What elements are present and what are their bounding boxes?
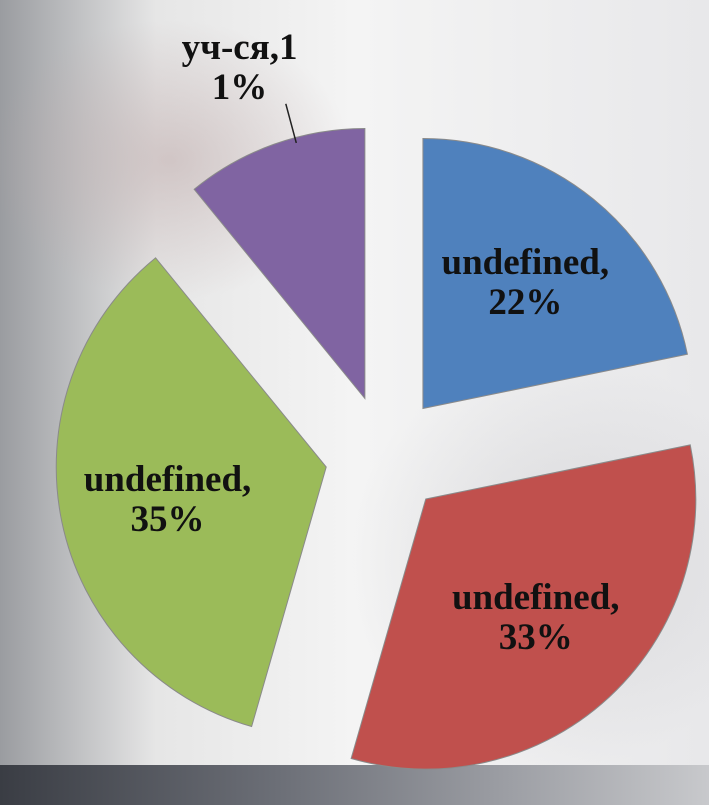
data-label: undefined,33%: [443, 578, 628, 658]
chart: [0, 0, 709, 805]
data-label: undefined,35%: [75, 460, 260, 540]
data-label: уч-ся,11%: [180, 28, 300, 108]
leader-line: [286, 104, 296, 143]
data-label: undefined,22%: [433, 243, 618, 323]
page: (() => { const data = JSON.parse(documen…: [0, 0, 709, 805]
